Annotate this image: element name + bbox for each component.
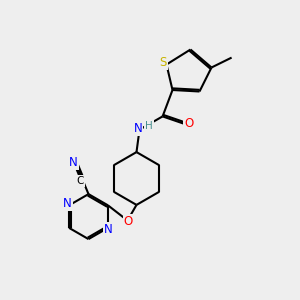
Text: O: O: [184, 117, 193, 130]
Text: N: N: [104, 223, 113, 236]
Text: O: O: [124, 214, 133, 228]
Text: N: N: [134, 122, 142, 135]
Text: N: N: [69, 156, 78, 169]
Text: S: S: [159, 56, 167, 69]
Text: N: N: [63, 197, 72, 210]
Text: C: C: [77, 176, 84, 186]
Text: H: H: [145, 121, 153, 131]
